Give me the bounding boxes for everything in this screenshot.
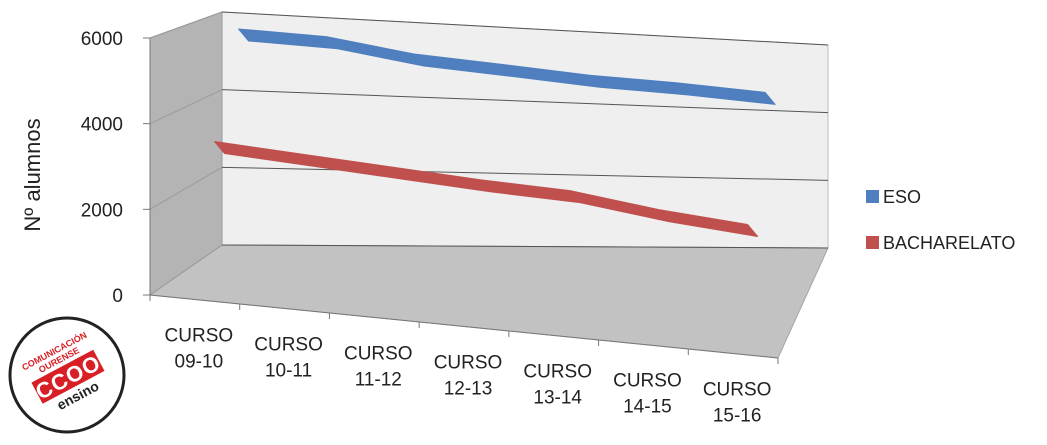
x-tick-label-4-1: 13-14 xyxy=(533,388,582,409)
gridline-side-2 xyxy=(149,89,223,125)
legend-label-eso: ESO xyxy=(883,187,921,207)
y-tick-label-3: 6000 xyxy=(81,29,123,50)
gridline-back-1 xyxy=(221,166,829,181)
x-axis: CURSO 09-10 CURSO 10-11 CURSO 11-12 CURSO 12-13… xyxy=(149,294,779,427)
x-tick-label-2-1: 11-12 xyxy=(355,370,402,391)
ccoo-logo: COMUNICACIÓN OURENSE CCOO ensino xyxy=(8,316,126,434)
chart-back-wall xyxy=(221,11,829,249)
logo-brand-box xyxy=(31,349,105,404)
y-axis: 0 2000 4000 6000 xyxy=(81,29,151,307)
series-group xyxy=(214,28,776,237)
series-ribbon-eso xyxy=(238,28,776,105)
x-tick-label-0-1: 09-10 xyxy=(175,352,224,373)
x-tick-label-3-1: 12-13 xyxy=(444,379,493,400)
y-tick-label-2: 4000 xyxy=(81,115,123,136)
x-axis-line xyxy=(149,294,779,359)
legend-swatch-bacharelato xyxy=(866,236,879,249)
x-tick-label-1-1: 10-11 xyxy=(265,361,312,382)
x-tick-label-3-0: CURSO xyxy=(434,353,503,374)
x-tick-label-6-0: CURSO xyxy=(703,380,772,401)
x-tick-label-6-1: 15-16 xyxy=(713,406,762,427)
legend: ESO BACHARELATO xyxy=(866,187,1015,253)
gridline-back-2 xyxy=(221,89,829,114)
x-tick-label-2-0: CURSO xyxy=(344,344,413,365)
x-tick-label-5-1: 14-15 xyxy=(623,397,672,418)
gridline-back-3 xyxy=(221,11,829,46)
y-axis-title: Nº alumnos xyxy=(20,118,45,231)
y-tick-label-1: 2000 xyxy=(81,200,123,221)
chart-floor xyxy=(148,244,829,359)
x-tick-label-1-0: CURSO xyxy=(254,335,323,356)
x-tick-label-0-0: CURSO xyxy=(165,326,234,347)
gridline-side-0 xyxy=(149,244,223,296)
x-tick-label-4-0: CURSO xyxy=(523,362,592,383)
legend-label-bacharelato: BACHARELATO xyxy=(883,233,1015,253)
gridline-back-0 xyxy=(221,244,829,249)
y-tick-label-0: 0 xyxy=(112,286,123,307)
gridline-side-3 xyxy=(149,11,223,39)
series-ribbon-bacharelato xyxy=(214,141,759,237)
x-tick-label-5-0: CURSO xyxy=(613,371,682,392)
gridline-side-1 xyxy=(149,166,223,210)
legend-swatch-eso xyxy=(866,190,879,203)
gridlines xyxy=(149,11,829,296)
